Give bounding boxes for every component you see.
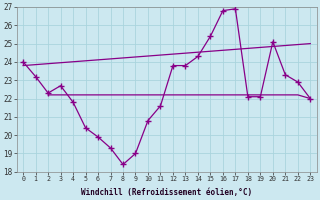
X-axis label: Windchill (Refroidissement éolien,°C): Windchill (Refroidissement éolien,°C)	[81, 188, 252, 197]
